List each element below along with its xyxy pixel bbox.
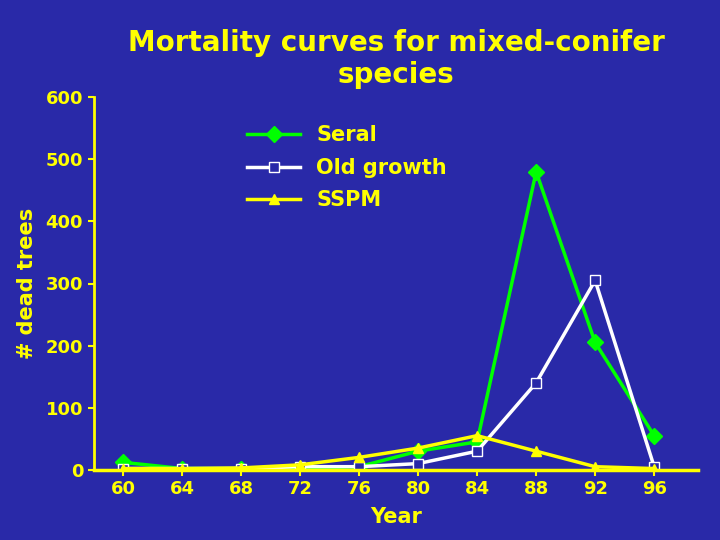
Old growth <box>296 463 305 470</box>
Old growth <box>237 465 246 472</box>
SSPM <box>237 465 246 471</box>
Seral <box>591 339 600 346</box>
Old growth <box>650 463 659 470</box>
Old growth <box>473 448 482 455</box>
SSPM <box>532 448 541 455</box>
Old growth <box>591 277 600 284</box>
Seral <box>178 465 186 472</box>
Seral <box>296 465 305 472</box>
Line: Old growth: Old growth <box>118 275 659 474</box>
Seral <box>119 459 127 465</box>
Old growth <box>414 460 423 467</box>
SSPM <box>650 465 659 472</box>
SSPM <box>296 462 305 468</box>
Old growth <box>119 465 127 472</box>
SSPM <box>355 454 364 461</box>
Old growth <box>178 465 186 472</box>
Line: SSPM: SSPM <box>118 431 659 474</box>
SSPM <box>414 445 423 451</box>
Old growth <box>532 380 541 386</box>
Old growth <box>355 463 364 470</box>
Line: Seral: Seral <box>117 166 660 474</box>
SSPM <box>119 465 127 472</box>
Seral <box>355 463 364 470</box>
Seral <box>650 433 659 439</box>
Legend: Seral, Old growth, SSPM: Seral, Old growth, SSPM <box>237 115 457 221</box>
Title: Mortality curves for mixed-conifer
species: Mortality curves for mixed-conifer speci… <box>127 29 665 89</box>
X-axis label: Year: Year <box>370 507 422 526</box>
Seral <box>473 438 482 445</box>
Seral <box>237 465 246 472</box>
Seral <box>414 448 423 455</box>
Seral <box>532 168 541 175</box>
SSPM <box>178 465 186 472</box>
Y-axis label: # dead trees: # dead trees <box>17 208 37 359</box>
SSPM <box>473 433 482 439</box>
SSPM <box>591 463 600 470</box>
